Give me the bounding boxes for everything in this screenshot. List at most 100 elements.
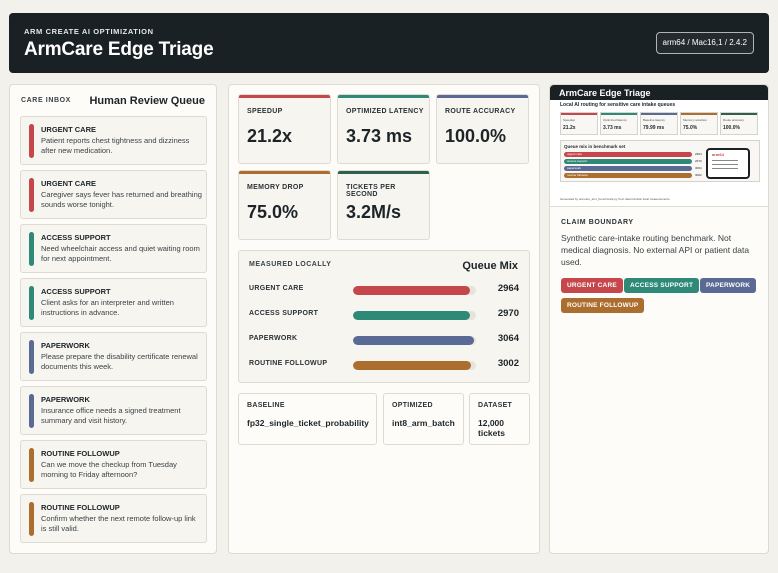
- queue-mix-card: MEASURED LOCALLY Queue Mix URGENT CARE 2…: [238, 250, 530, 383]
- queue-mix-bar: [353, 286, 470, 295]
- metric-stripe: [437, 95, 528, 98]
- preview-metric-value: 3.73 ms: [603, 125, 622, 131]
- phone-title: arm64: [712, 152, 724, 157]
- metric-card-speedup: SPEEDUP 21.2x: [238, 94, 331, 164]
- preview-metric-stripe: [681, 113, 717, 115]
- inbox-title: Human Review Queue: [89, 95, 205, 107]
- preview-queue-bar-label: access support: [567, 159, 588, 163]
- ticket-message: Confirm whether the next remote follow-u…: [41, 514, 196, 533]
- preview-metric: Speedup 21.2x: [560, 112, 598, 135]
- preview-metric-label: Optimized latency: [603, 118, 627, 122]
- ticket-card[interactable]: URGENT CARE Patient reports chest tightn…: [20, 116, 207, 165]
- phone-device-icon: arm64: [706, 148, 750, 179]
- app-header: ARM CREATE AI OPTIMIZATION ArmCare Edge …: [9, 13, 769, 73]
- ticket-category: ROUTINE FOLLOWUP: [41, 449, 120, 458]
- metric-card-memory: MEMORY DROP 75.0%: [238, 170, 331, 240]
- metric-card-throughput: TICKETS PER SECOND 3.2M/s: [337, 170, 430, 240]
- preview-queue-value: 2964: [695, 152, 702, 156]
- ticket-card[interactable]: ROUTINE FOLLOWUP Can we move the checkup…: [20, 440, 207, 489]
- queue-mix-row: ACCESS SUPPORT 2970: [249, 308, 519, 322]
- page-title: ArmCare Edge Triage: [24, 39, 214, 60]
- preview-metric: Memory reduction 75.0%: [680, 112, 718, 135]
- preview-queue-bar-label: paperwork: [567, 166, 582, 170]
- preview-metric-label: Route accuracy: [723, 118, 744, 122]
- baseline-card: BASELINE fp32_single_ticket_probability: [238, 393, 377, 445]
- ticket-category: PAPERWORK: [41, 395, 90, 404]
- ticket-category: PAPERWORK: [41, 341, 90, 350]
- preview-queue-box: Queue mix in benchmark set urgent care 2…: [560, 140, 760, 182]
- chip-urgent-care: URGENT CARE: [561, 278, 623, 293]
- queue-mix-bar: [353, 311, 471, 320]
- ticket-card[interactable]: ROUTINE FOLLOWUP Confirm whether the nex…: [20, 494, 207, 543]
- preview-metric-stripe: [641, 113, 677, 115]
- queue-mix-row: URGENT CARE 2964: [249, 283, 519, 297]
- preview-subtitle: Local AI routing for sensitive care inta…: [560, 102, 676, 108]
- preview-metric: Route accuracy 100.0%: [720, 112, 758, 135]
- phone-line: [712, 168, 738, 169]
- chip-access-support: ACCESS SUPPORT: [624, 278, 700, 293]
- preview-queue-bar: paperwork: [564, 166, 692, 171]
- queue-mix-title: Queue Mix: [462, 260, 518, 272]
- claim-text: Synthetic care-intake routing benchmark.…: [561, 233, 750, 267]
- chip-paperwork: PAPERWORK: [700, 278, 757, 293]
- ticket-category-bar: [29, 124, 34, 158]
- chip-routine-followup: ROUTINE FOLLOWUP: [561, 298, 645, 313]
- ticket-category: ACCESS SUPPORT: [41, 233, 111, 242]
- ticket-card[interactable]: PAPERWORK Insurance office needs a signe…: [20, 386, 207, 435]
- metric-stripe: [239, 95, 330, 98]
- metric-stripe: [338, 171, 429, 174]
- queue-mix-label: PAPERWORK: [249, 335, 298, 342]
- queue-mix-label: URGENT CARE: [249, 285, 304, 292]
- preview-title-bar: [550, 85, 768, 100]
- metrics-panel: SPEEDUP 21.2x OPTIMIZED LATENCY 3.73 ms …: [228, 84, 540, 554]
- ticket-category-bar: [29, 178, 34, 212]
- preview-queue-bar-label: urgent care: [567, 152, 583, 156]
- preview-metric-value: 21.2x: [563, 125, 576, 131]
- queue-mix-bar: [353, 361, 472, 370]
- preview-metric: Baseline latency 79.99 ms: [640, 112, 678, 135]
- header-kicker: ARM CREATE AI OPTIMIZATION: [24, 27, 154, 36]
- metric-value: 75.0%: [247, 202, 299, 222]
- version-badge: arm64 / Mac16,1 / 2.4.2: [655, 32, 754, 54]
- ticket-category-bar: [29, 340, 34, 374]
- ticket-card[interactable]: ACCESS SUPPORT Need wheelchair access an…: [20, 224, 207, 273]
- metric-stripe: [239, 171, 330, 174]
- preview-title: ArmCare Edge Triage: [559, 88, 651, 98]
- ticket-category: ROUTINE FOLLOWUP: [41, 503, 120, 512]
- claim-kicker: CLAIM BOUNDARY: [561, 219, 634, 226]
- preview-metric-label: Baseline latency: [643, 118, 665, 122]
- optimized-card: OPTIMIZED int8_arm_batch: [383, 393, 464, 445]
- queue-mix-track: [353, 286, 476, 295]
- preview-metric-label: Speedup: [563, 118, 576, 122]
- metric-value: 3.73 ms: [346, 126, 413, 146]
- phone-line: [712, 164, 738, 165]
- preview-metric-value: 79.99 ms: [643, 125, 665, 131]
- queue-mix-value: 2970: [497, 308, 519, 319]
- ticket-category-bar: [29, 394, 34, 428]
- ticket-category: ACCESS SUPPORT: [41, 287, 111, 296]
- metric-card-latency: OPTIMIZED LATENCY 3.73 ms: [337, 94, 430, 164]
- inbox-kicker: CARE INBOX: [21, 97, 71, 104]
- care-inbox-panel: CARE INBOX Human Review Queue URGENT CAR…: [9, 84, 217, 554]
- ticket-category-bar: [29, 448, 34, 482]
- metric-stripe: [338, 95, 429, 98]
- ticket-card[interactable]: PAPERWORK Please prepare the disability …: [20, 332, 207, 381]
- ticket-card[interactable]: ACCESS SUPPORT Client asks for an interp…: [20, 278, 207, 327]
- ticket-category: URGENT CARE: [41, 179, 97, 188]
- preview-queue-bar: access support: [564, 159, 692, 164]
- preview-metric-stripe: [721, 113, 757, 115]
- optimized-label: OPTIMIZED: [392, 402, 433, 409]
- summary-panel: ArmCare Edge Triage Local AI routing for…: [549, 84, 769, 554]
- ticket-card[interactable]: URGENT CARE Caregiver says fever has ret…: [20, 170, 207, 219]
- preview-queue-label: Queue mix in benchmark set: [564, 144, 626, 149]
- preview-footer: Generated by armcare_arm_benchmark.py fr…: [560, 197, 671, 201]
- report-preview-image[interactable]: ArmCare Edge Triage Local AI routing for…: [550, 85, 768, 207]
- queue-mix-label: ACCESS SUPPORT: [249, 310, 319, 317]
- queue-mix-value: 3002: [497, 358, 519, 369]
- metric-label: TICKETS PER SECOND: [346, 184, 396, 198]
- dataset-value: 12,000 tickets: [478, 418, 505, 438]
- ticket-message: Client asks for an interpreter and writt…: [41, 298, 174, 317]
- queue-mix-track: [353, 336, 476, 345]
- ticket-category-bar: [29, 502, 34, 536]
- queue-mix-label: ROUTINE FOLLOWUP: [249, 360, 328, 367]
